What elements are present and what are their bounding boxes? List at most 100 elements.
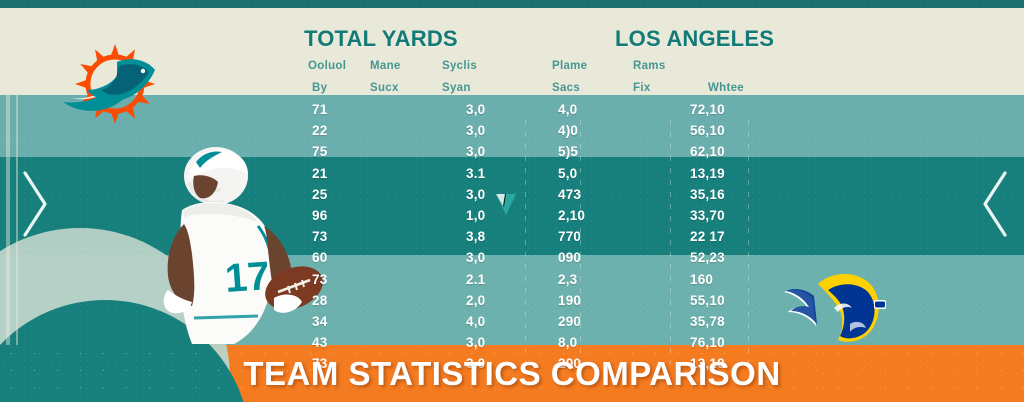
table-row: 73 2.1 2,3 160 [290, 272, 760, 293]
table-cell: 2,3 [558, 271, 578, 287]
table-cell: 35,78 [690, 313, 725, 329]
table-cell: 3,0 [466, 335, 486, 351]
table-cell: 4,0 [466, 313, 486, 329]
table-cell: 090 [558, 250, 582, 266]
table-row: 22 3,0 4)0 56,10 [290, 123, 760, 144]
los-angeles-rams-logo [778, 262, 896, 350]
table-cell: 96 [312, 207, 328, 223]
los-angeles-title: LOS ANGELES [615, 26, 775, 51]
table-cell: 73 [312, 271, 328, 287]
stats-header-2-5: Fix [633, 82, 651, 94]
column-divider-c [670, 120, 671, 364]
table-row: 21 3.1 5,0 13,19 [290, 166, 760, 187]
table-cell: 3,0 [466, 250, 486, 266]
column-divider-d [748, 120, 749, 364]
table-cell: 200 [558, 356, 582, 372]
stats-table: TOTAL YARDS LOS ANGELES Ooluol Mane Sycl… [290, 26, 774, 371]
chevron-left-icon[interactable] [978, 165, 1012, 243]
table-row: 75 3,0 5)5 62,10 [290, 144, 760, 165]
table-cell: 2.1 [466, 271, 486, 287]
dolphins-player-photo: 17 [138, 140, 338, 350]
table-cell: 13,19 [690, 165, 725, 181]
table-cell: 71 [312, 102, 328, 117]
cream-band [0, 8, 1024, 95]
table-row: 96 1,0 2,10 33,70 [290, 208, 760, 229]
dark-teal-band [0, 157, 1024, 255]
stats-header-2-6: Whtee [708, 82, 744, 94]
stats-header-1-4: Plame [552, 60, 588, 72]
table-cell: 5)5 [558, 144, 579, 160]
table-cell: 3,0 [466, 102, 486, 117]
stats-header-1-3: Syclis [442, 60, 478, 72]
table-row: 73 3,0 200 13,10 [290, 356, 760, 377]
table-cell: 3,0 [466, 186, 486, 202]
table-cell: 3.1 [466, 165, 486, 181]
table-row: 71 3,0 4,0 72,10 [290, 102, 760, 123]
stats-header-row-2: By Sucx Syan Sacs Fix Whtee [290, 82, 760, 100]
table-cell: 76,10 [690, 335, 725, 351]
table-row: 73 3,8 770 22 17 [290, 229, 760, 250]
top-rule-band [0, 0, 1024, 8]
stats-rows: 71 3,0 4,0 72,10 22 3,0 4)0 56,10 75 3,0 5)5 62,10 2… [290, 102, 760, 377]
table-cell: 8,0 [558, 335, 578, 351]
table-cell: 5,0 [558, 165, 578, 181]
table-cell: 4,0 [558, 102, 578, 117]
table-cell: 55,10 [690, 292, 725, 308]
table-cell: 1,0 [466, 207, 486, 223]
table-cell: 22 17 [690, 229, 725, 245]
table-cell: 75 [312, 144, 328, 160]
table-cell: 4)0 [558, 123, 579, 139]
table-cell: 25 [312, 186, 328, 202]
column-divider-a [525, 120, 526, 364]
table-cell: 73 [312, 229, 328, 245]
column-divider-b [580, 120, 581, 364]
table-row: 60 3,0 090 52,23 [290, 250, 760, 271]
table-row: 34 4,0 290 35,78 [290, 314, 760, 335]
table-row: 28 2,0 190 55,10 [290, 293, 760, 314]
decorative-stripe-outer [6, 8, 10, 345]
chevron-right-icon[interactable] [18, 165, 52, 243]
table-cell: 43 [312, 335, 328, 351]
decorative-stripe-inner [16, 8, 18, 345]
stats-titles: TOTAL YARDS LOS ANGELES [290, 26, 774, 58]
table-cell: 473 [558, 186, 582, 202]
table-cell: 62,10 [690, 144, 725, 160]
stats-header-row-1: Ooluol Mane Syclis Plame Rams [290, 60, 760, 78]
table-cell: 60 [312, 250, 328, 266]
table-cell: 56,10 [690, 123, 725, 139]
table-cell: 33,70 [690, 207, 725, 223]
stats-header-2-2: Sucx [370, 82, 399, 94]
table-row: 43 3,0 8,0 76,10 [290, 335, 760, 356]
table-cell: 190 [558, 292, 582, 308]
stats-header-1-2: Mane [370, 60, 401, 72]
table-cell: 22 [312, 123, 328, 139]
table-cell: 35,16 [690, 186, 725, 202]
stats-header-1-1: Ooluol [308, 60, 347, 72]
table-cell: 21 [312, 165, 328, 181]
stats-header-1-5: Rams [633, 60, 666, 72]
stats-header-2-1: By [312, 82, 328, 94]
table-cell: 3,0 [466, 144, 486, 160]
table-row: 25 3,0 473 35,16 [290, 187, 760, 208]
svg-text:17: 17 [224, 254, 271, 301]
stats-header-2-3: Syan [442, 82, 471, 94]
table-cell: 72,10 [690, 102, 725, 117]
table-cell: 73 [312, 356, 328, 372]
table-cell: 28 [312, 292, 328, 308]
table-cell: 13,10 [690, 356, 725, 372]
table-cell: 2,0 [466, 292, 486, 308]
table-cell: 2,10 [558, 207, 586, 223]
table-cell: 160 [690, 271, 714, 287]
table-cell: 290 [558, 313, 582, 329]
triangle-down-marker [494, 191, 518, 217]
table-cell: 3,8 [466, 229, 486, 245]
table-cell: 770 [558, 229, 582, 245]
banner-title: TEAM STATISTICS COMPARISON [243, 354, 781, 392]
table-cell: 3,0 [466, 356, 486, 372]
light-teal-band [0, 95, 1024, 157]
stats-header-2-4: Sacs [552, 82, 581, 94]
miami-dolphins-logo [57, 38, 165, 130]
total-yards-title: TOTAL YARDS [304, 26, 458, 51]
table-cell: 3,0 [466, 123, 486, 139]
